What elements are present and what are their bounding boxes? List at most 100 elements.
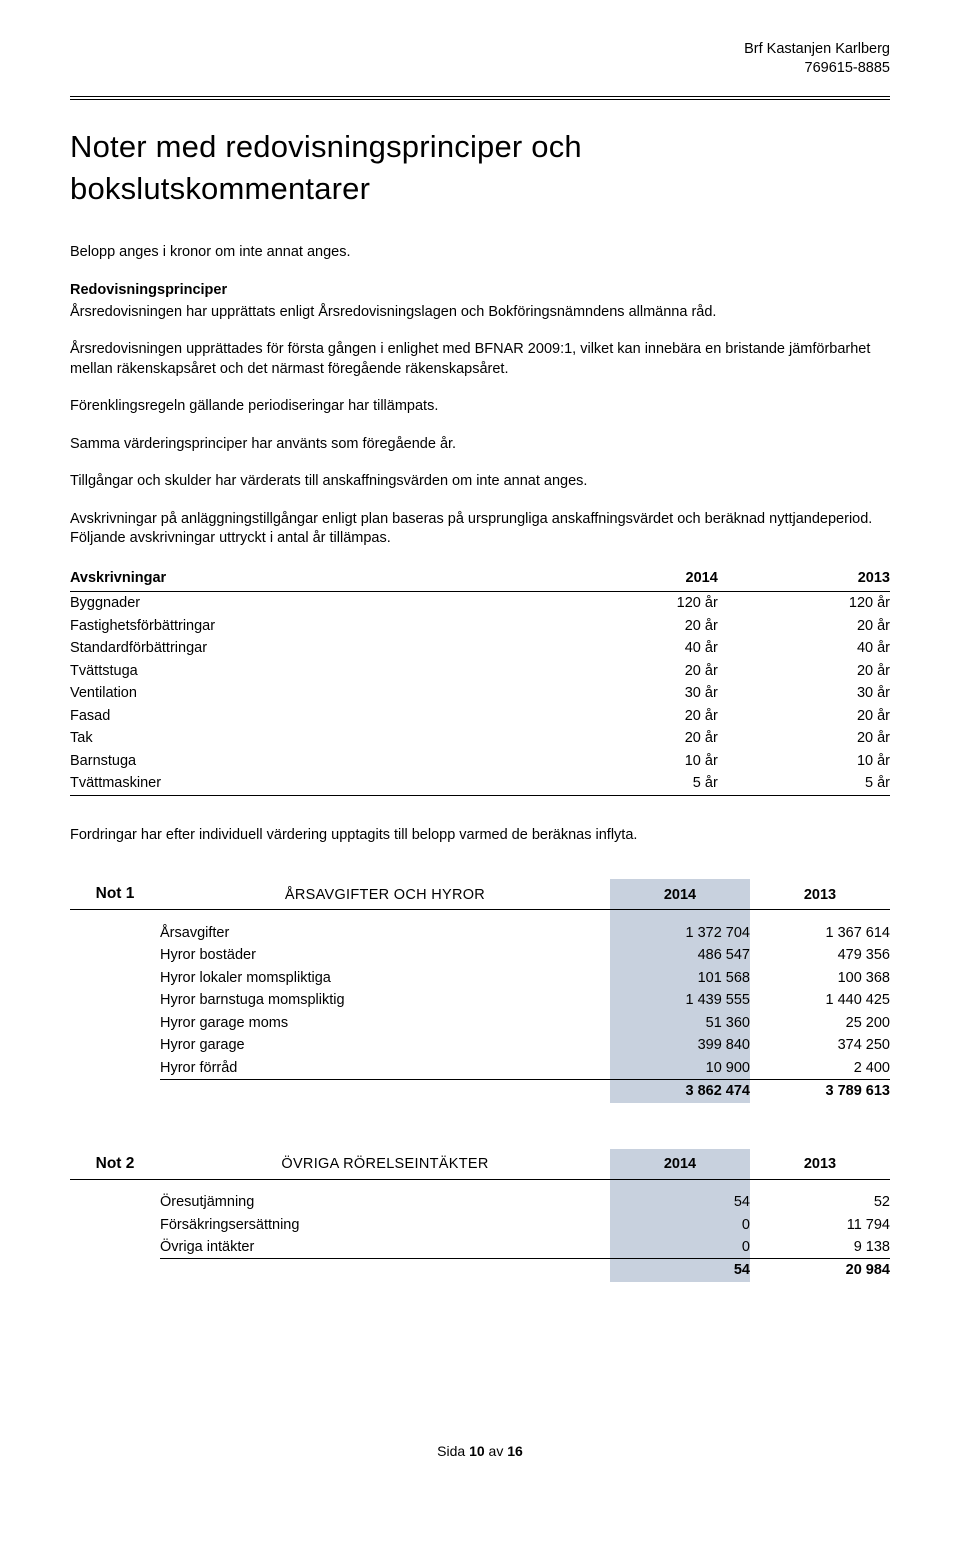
- note-row-v1: 1 439 555: [610, 989, 750, 1011]
- principles-p1: Årsredovisningen har upprättats enligt Å…: [70, 303, 890, 323]
- note-row-v2: 25 200: [750, 1012, 890, 1034]
- note-row-v2: 52: [750, 1191, 890, 1213]
- table-row: Hyror garage moms51 36025 200: [70, 1012, 890, 1034]
- note-row-v2: 1 367 614: [750, 922, 890, 944]
- depreciation-label: Fasad: [70, 705, 546, 727]
- principles-p3: Förenklingsregeln gällande periodisering…: [70, 397, 890, 417]
- principles-p4: Samma värderingsprinciper har använts so…: [70, 435, 890, 455]
- note-row-v1: 486 547: [610, 944, 750, 966]
- note-2-title: ÖVRIGA RÖRELSEINTÄKTER: [160, 1149, 610, 1180]
- note-row-v1: 101 568: [610, 967, 750, 989]
- depreciation-label: Tvättmaskiner: [70, 772, 546, 795]
- note-row-v1: 0: [610, 1214, 750, 1236]
- note-row-v2: 1 440 425: [750, 989, 890, 1011]
- table-row: Öresutjämning5452: [70, 1191, 890, 1213]
- table-row: Tak20 år20 år: [70, 727, 890, 749]
- depreciation-y2: 40 år: [718, 637, 890, 659]
- note-row-v2: 11 794: [750, 1214, 890, 1236]
- principles-p6: Avskrivningar på anläggningstillgångar e…: [70, 510, 890, 549]
- org-name: Brf Kastanjen Karlberg: [70, 40, 890, 59]
- depreciation-y1: 10 år: [546, 750, 718, 772]
- table-row: Byggnader120 år120 år: [70, 592, 890, 615]
- depreciation-y1: 20 år: [546, 660, 718, 682]
- depreciation-heading: Avskrivningar: [70, 567, 546, 592]
- depreciation-y2: 10 år: [718, 750, 890, 772]
- depreciation-y1: 20 år: [546, 705, 718, 727]
- note-1-year2: 2013: [750, 879, 890, 910]
- note-2-year1: 2014: [610, 1149, 750, 1180]
- note-row-label: Hyror bostäder: [160, 944, 610, 966]
- table-row: Fasad20 år20 år: [70, 705, 890, 727]
- principles-p5: Tillgångar och skulder har värderats til…: [70, 472, 890, 492]
- depreciation-y2: 120 år: [718, 592, 890, 615]
- note-row-label: Öresutjämning: [160, 1191, 610, 1213]
- note-row-label: Övriga intäkter: [160, 1236, 610, 1259]
- note-row-v1: 10 900: [610, 1057, 750, 1080]
- principles-heading: Redovisningsprinciper: [70, 281, 890, 301]
- note-row-label: Försäkringsersättning: [160, 1214, 610, 1236]
- depreciation-y1: 20 år: [546, 615, 718, 637]
- rule-bottom: [70, 99, 890, 100]
- table-row: Övriga intäkter09 138: [70, 1236, 890, 1259]
- depreciation-label: Ventilation: [70, 682, 546, 704]
- note-total-v1: 54: [610, 1259, 750, 1282]
- note-row-label: Hyror barnstuga momspliktig: [160, 989, 610, 1011]
- depreciation-y1: 20 år: [546, 727, 718, 749]
- depreciation-label: Fastighetsförbättringar: [70, 615, 546, 637]
- depreciation-y2: 20 år: [718, 615, 890, 637]
- table-row: Hyror förråd10 9002 400: [70, 1057, 890, 1080]
- note-row-label: Hyror garage moms: [160, 1012, 610, 1034]
- note-1-table: Not 1 ÅRSAVGIFTER OCH HYROR 2014 2013 År…: [70, 879, 890, 1102]
- table-row: Hyror lokaler momspliktiga101 568100 368: [70, 967, 890, 989]
- rule-top: [70, 96, 890, 97]
- depreciation-y2: 30 år: [718, 682, 890, 704]
- footer-page: 10: [469, 1443, 485, 1459]
- note-row-v2: 9 138: [750, 1236, 890, 1259]
- depreciation-label: Byggnader: [70, 592, 546, 615]
- depreciation-y1: 30 år: [546, 682, 718, 704]
- org-number: 769615-8885: [70, 59, 890, 78]
- depreciation-year1: 2014: [546, 567, 718, 592]
- note-row-v2: 2 400: [750, 1057, 890, 1080]
- note-row-label: Hyror förråd: [160, 1057, 610, 1080]
- note-total-row: 3 862 4743 789 613: [70, 1080, 890, 1103]
- depreciation-y1: 40 år: [546, 637, 718, 659]
- footer-middle: av: [485, 1443, 508, 1459]
- document-header: Brf Kastanjen Karlberg 769615-8885: [70, 40, 890, 78]
- table-row: Årsavgifter1 372 7041 367 614: [70, 922, 890, 944]
- table-row: Försäkringsersättning011 794: [70, 1214, 890, 1236]
- note-total-row: 5420 984: [70, 1259, 890, 1282]
- note-1-title: ÅRSAVGIFTER OCH HYROR: [160, 879, 610, 910]
- depreciation-year2: 2013: [718, 567, 890, 592]
- depreciation-y2: 20 år: [718, 660, 890, 682]
- note-total-v2: 20 984: [750, 1259, 890, 1282]
- depreciation-label: Barnstuga: [70, 750, 546, 772]
- note-row-label: Årsavgifter: [160, 922, 610, 944]
- table-row: Barnstuga10 år10 år: [70, 750, 890, 772]
- note-1-number: Not 1: [70, 879, 160, 910]
- note-row-label: Hyror garage: [160, 1034, 610, 1056]
- note-row-v2: 479 356: [750, 944, 890, 966]
- table-row: Ventilation30 år30 år: [70, 682, 890, 704]
- note-2-number: Not 2: [70, 1149, 160, 1180]
- note-row-v1: 54: [610, 1191, 750, 1213]
- page-footer: Sida 10 av 16: [70, 1442, 890, 1461]
- note-row-v1: 51 360: [610, 1012, 750, 1034]
- fordringar-line: Fordringar har efter individuell värderi…: [70, 826, 890, 846]
- depreciation-y2: 5 år: [718, 772, 890, 795]
- note-2-year2: 2013: [750, 1149, 890, 1180]
- table-row: Tvättstuga20 år20 år: [70, 660, 890, 682]
- table-row: Tvättmaskiner5 år5 år: [70, 772, 890, 795]
- note-total-v1: 3 862 474: [610, 1080, 750, 1103]
- note-row-v1: 399 840: [610, 1034, 750, 1056]
- depreciation-table: Avskrivningar 2014 2013 Byggnader 120 år 1…: [70, 567, 890, 796]
- note-row-label: Hyror lokaler momspliktiga: [160, 967, 610, 989]
- note-row-v1: 1 372 704: [610, 922, 750, 944]
- depreciation-y2: 20 år: [718, 727, 890, 749]
- note-row-v2: 100 368: [750, 967, 890, 989]
- table-row: Standardförbättringar40 år40 år: [70, 637, 890, 659]
- table-row: Fastighetsförbättringar20 år20 år: [70, 615, 890, 637]
- footer-total: 16: [507, 1443, 523, 1459]
- intro-line: Belopp anges i kronor om inte annat ange…: [70, 243, 890, 263]
- footer-prefix: Sida: [437, 1443, 469, 1459]
